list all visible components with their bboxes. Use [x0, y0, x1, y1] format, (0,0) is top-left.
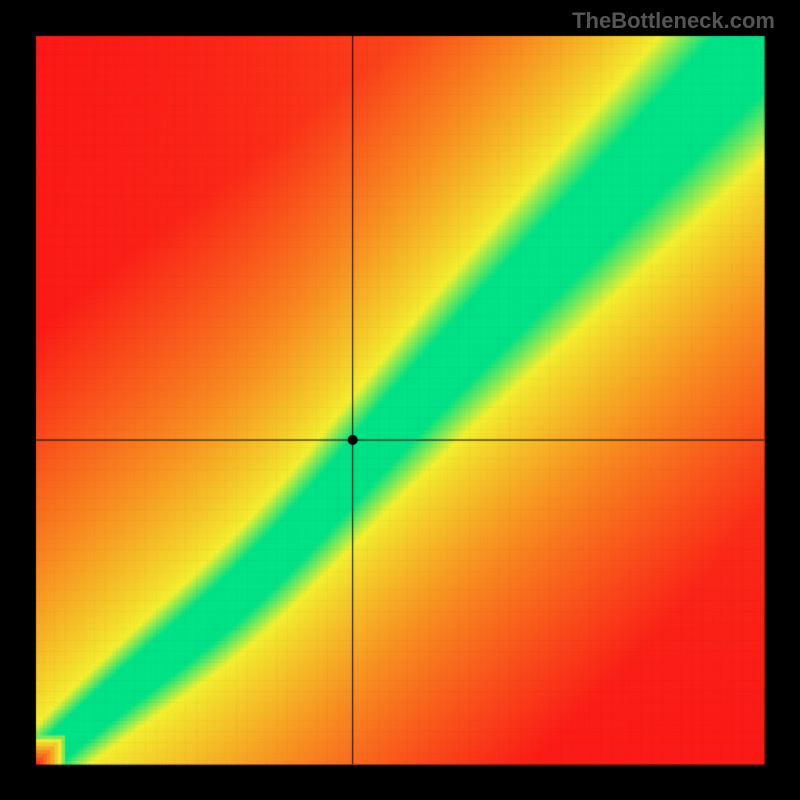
- watermark-text: TheBottleneck.com: [572, 8, 775, 34]
- chart-container: TheBottleneck.com: [0, 0, 800, 800]
- bottleneck-heatmap: [0, 0, 800, 800]
